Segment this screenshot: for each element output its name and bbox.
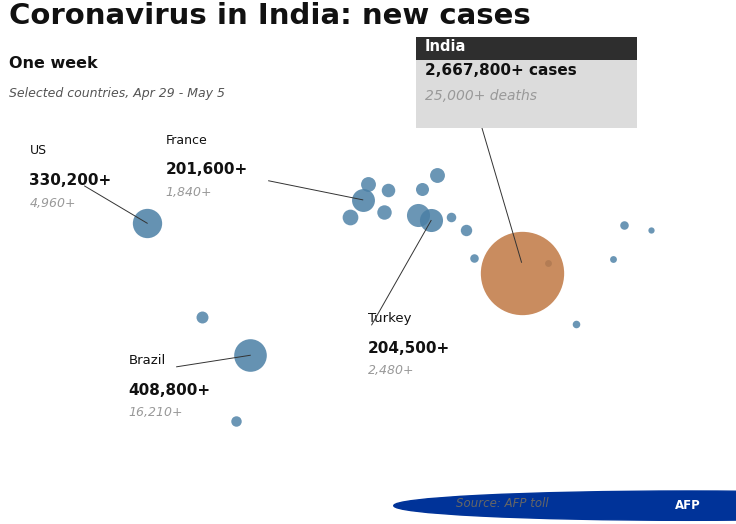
Text: 25,000+ deaths: 25,000+ deaths [425,89,537,103]
Text: One week: One week [9,56,97,71]
Text: Source: AFP toll: Source: AFP toll [456,497,549,510]
Text: 4,960+: 4,960+ [29,196,76,210]
Circle shape [394,491,736,520]
Text: 201,600+: 201,600+ [166,162,248,178]
Text: Coronavirus in India: new cases: Coronavirus in India: new cases [9,2,531,30]
Text: 1,840+: 1,840+ [166,186,212,199]
Text: Turkey: Turkey [368,312,411,325]
Text: India: India [425,39,466,54]
Text: 330,200+: 330,200+ [29,173,112,188]
Text: US: US [29,144,46,157]
Text: France: France [166,134,208,147]
Text: 408,800+: 408,800+ [129,383,211,398]
Text: Brazil: Brazil [129,354,166,367]
Text: 2,667,800+ cases: 2,667,800+ cases [425,63,576,78]
Text: Selected countries, Apr 29 - May 5: Selected countries, Apr 29 - May 5 [9,86,224,100]
Text: 2,480+: 2,480+ [368,364,414,377]
Text: 16,210+: 16,210+ [129,406,183,419]
Text: AFP: AFP [676,499,701,512]
Text: 204,500+: 204,500+ [368,341,450,356]
